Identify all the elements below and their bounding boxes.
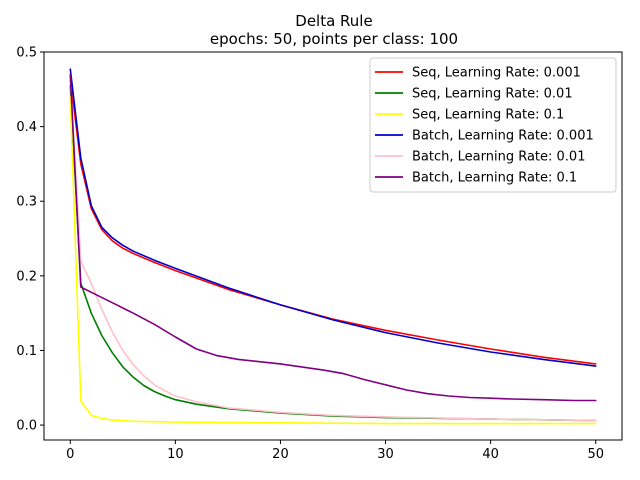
y-tick-label: 0.2 xyxy=(16,269,37,284)
legend-label: Seq, Learning Rate: 0.001 xyxy=(412,66,581,81)
legend-label: Seq, Learning Rate: 0.1 xyxy=(412,108,564,123)
y-tick-label: 0.1 xyxy=(16,344,37,359)
y-tick-label: 0.4 xyxy=(16,120,37,135)
legend-label: Batch, Learning Rate: 0.01 xyxy=(412,150,585,165)
legend-label: Batch, Learning Rate: 0.001 xyxy=(412,129,594,144)
chart-subtitle: epochs: 50, points per class: 100 xyxy=(210,30,458,48)
y-tick-label: 0.3 xyxy=(16,195,37,210)
x-tick-label: 40 xyxy=(482,447,499,462)
x-tick-label: 0 xyxy=(66,447,74,462)
legend-box xyxy=(369,57,617,193)
plot-lines xyxy=(69,68,597,425)
series-line-2 xyxy=(69,96,597,425)
series-line-4 xyxy=(69,77,597,422)
x-axis: 0 10 20 30 40 50 xyxy=(66,440,604,462)
y-tick-label: 0.0 xyxy=(16,419,37,434)
x-tick-label: 30 xyxy=(377,447,394,462)
chart-title: Delta Rule xyxy=(295,12,372,30)
series-line-0 xyxy=(69,77,597,365)
x-tick-label: 50 xyxy=(587,447,604,462)
y-axis: 0.0 0.1 0.2 0.3 0.4 0.5 xyxy=(16,46,44,434)
legend-label: Batch, Learning Rate: 0.1 xyxy=(412,171,577,186)
y-tick-label: 0.5 xyxy=(16,46,37,61)
legend-label: Seq, Learning Rate: 0.01 xyxy=(412,87,573,102)
plot-frame xyxy=(43,51,623,441)
series-line-3 xyxy=(69,68,597,367)
legend: Seq, Learning Rate: 0.001 Seq, Learning R… xyxy=(369,57,617,193)
x-tick-label: 20 xyxy=(272,447,289,462)
series-line-5 xyxy=(69,73,597,402)
x-tick-label: 10 xyxy=(167,447,184,462)
